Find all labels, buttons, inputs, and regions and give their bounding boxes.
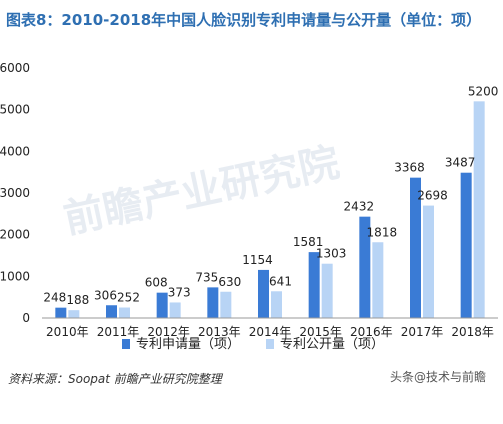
- legend-label-publication: 专利公开量（项）: [280, 337, 384, 352]
- data-label-publication: 641: [269, 274, 292, 288]
- bar-publication-6: [372, 242, 384, 318]
- chart-title: 图表8：2010-2018年中国人脸识别专利申请量与公开量（单位：项）: [6, 11, 482, 29]
- x-tick-label: 2013年: [198, 325, 241, 339]
- bar-publication-4: [271, 291, 282, 318]
- data-label-publication: 630: [218, 275, 241, 289]
- data-label-publication: 373: [168, 285, 191, 299]
- x-tick-label: 2017年: [401, 325, 444, 339]
- data-label-application: 248: [43, 291, 66, 305]
- data-label-application: 1154: [242, 253, 273, 267]
- legend: 专利申请量（项） 专利公开量（项）: [122, 337, 384, 352]
- bar-application-6: [359, 216, 371, 318]
- x-axis: 2010年 2011年 2012年 2013年 2014年 2015年 2016年 2017年…: [42, 317, 498, 339]
- x-tick-label: 2012年: [147, 325, 190, 339]
- data-label-publication: 252: [117, 291, 140, 305]
- x-tick-label: 2018年: [451, 325, 494, 339]
- data-label-application: 1581: [293, 235, 324, 249]
- data-label-application: 735: [195, 270, 218, 284]
- source-note: 资料来源：Soopat 前瞻产业研究院整理: [8, 372, 222, 386]
- y-tick-label: 0: [22, 311, 30, 325]
- x-tick-label: 2011年: [97, 325, 140, 339]
- x-tick-label: 2016年: [350, 325, 393, 339]
- y-tick-label: 6000: [0, 61, 30, 75]
- bar-application-1: [106, 305, 117, 318]
- legend-swatch-publication: [266, 339, 274, 349]
- bar-application-0: [55, 307, 67, 318]
- x-tick-label: 2014年: [249, 325, 292, 339]
- bar-publication-5: [321, 263, 333, 318]
- y-tick-label: 4000: [0, 144, 30, 158]
- bar-publication-1: [119, 307, 130, 318]
- y-tick-label: 5000: [0, 103, 30, 117]
- data-label-application: 608: [145, 276, 168, 290]
- data-label-publication: 5200: [468, 84, 499, 98]
- bar-chart: 0 1000 2000 3000 4000 5000 6000 248 188 306 252 60…: [0, 61, 498, 352]
- x-tick-label: 2015年: [299, 325, 342, 339]
- bars-layer: [55, 101, 485, 318]
- bar-application-5: [308, 252, 320, 318]
- y-tick-label: 1000: [0, 269, 30, 283]
- bar-application-8: [460, 172, 472, 318]
- data-label-application: 2432: [344, 200, 375, 214]
- data-label-application: 3487: [445, 156, 476, 170]
- data-label-publication: 2698: [417, 189, 448, 203]
- bar-publication-0: [68, 310, 80, 318]
- data-label-publication: 188: [66, 293, 89, 307]
- watermark: 头条@技术与前瞻: [390, 370, 487, 384]
- bar-application-3: [207, 287, 219, 318]
- bar-application-4: [258, 269, 269, 318]
- data-label-publication: 1818: [367, 225, 398, 239]
- bar-publication-2: [169, 302, 181, 318]
- data-label-application: 306: [94, 288, 117, 302]
- y-axis: 0 1000 2000 3000 4000 5000 6000: [0, 61, 30, 325]
- data-label-publication: 1303: [316, 247, 347, 261]
- bar-application-7: [410, 177, 421, 318]
- bar-publication-3: [220, 291, 232, 318]
- bar-application-2: [156, 292, 168, 318]
- y-tick-label: 3000: [0, 186, 30, 200]
- legend-swatch-application: [122, 339, 130, 349]
- legend-label-application: 专利申请量（项）: [136, 337, 240, 352]
- x-tick-label: 2010年: [46, 325, 89, 339]
- bar-publication-7: [423, 205, 434, 318]
- y-tick-label: 2000: [0, 228, 30, 242]
- bar-publication-8: [473, 101, 485, 318]
- data-label-application: 3368: [394, 161, 425, 175]
